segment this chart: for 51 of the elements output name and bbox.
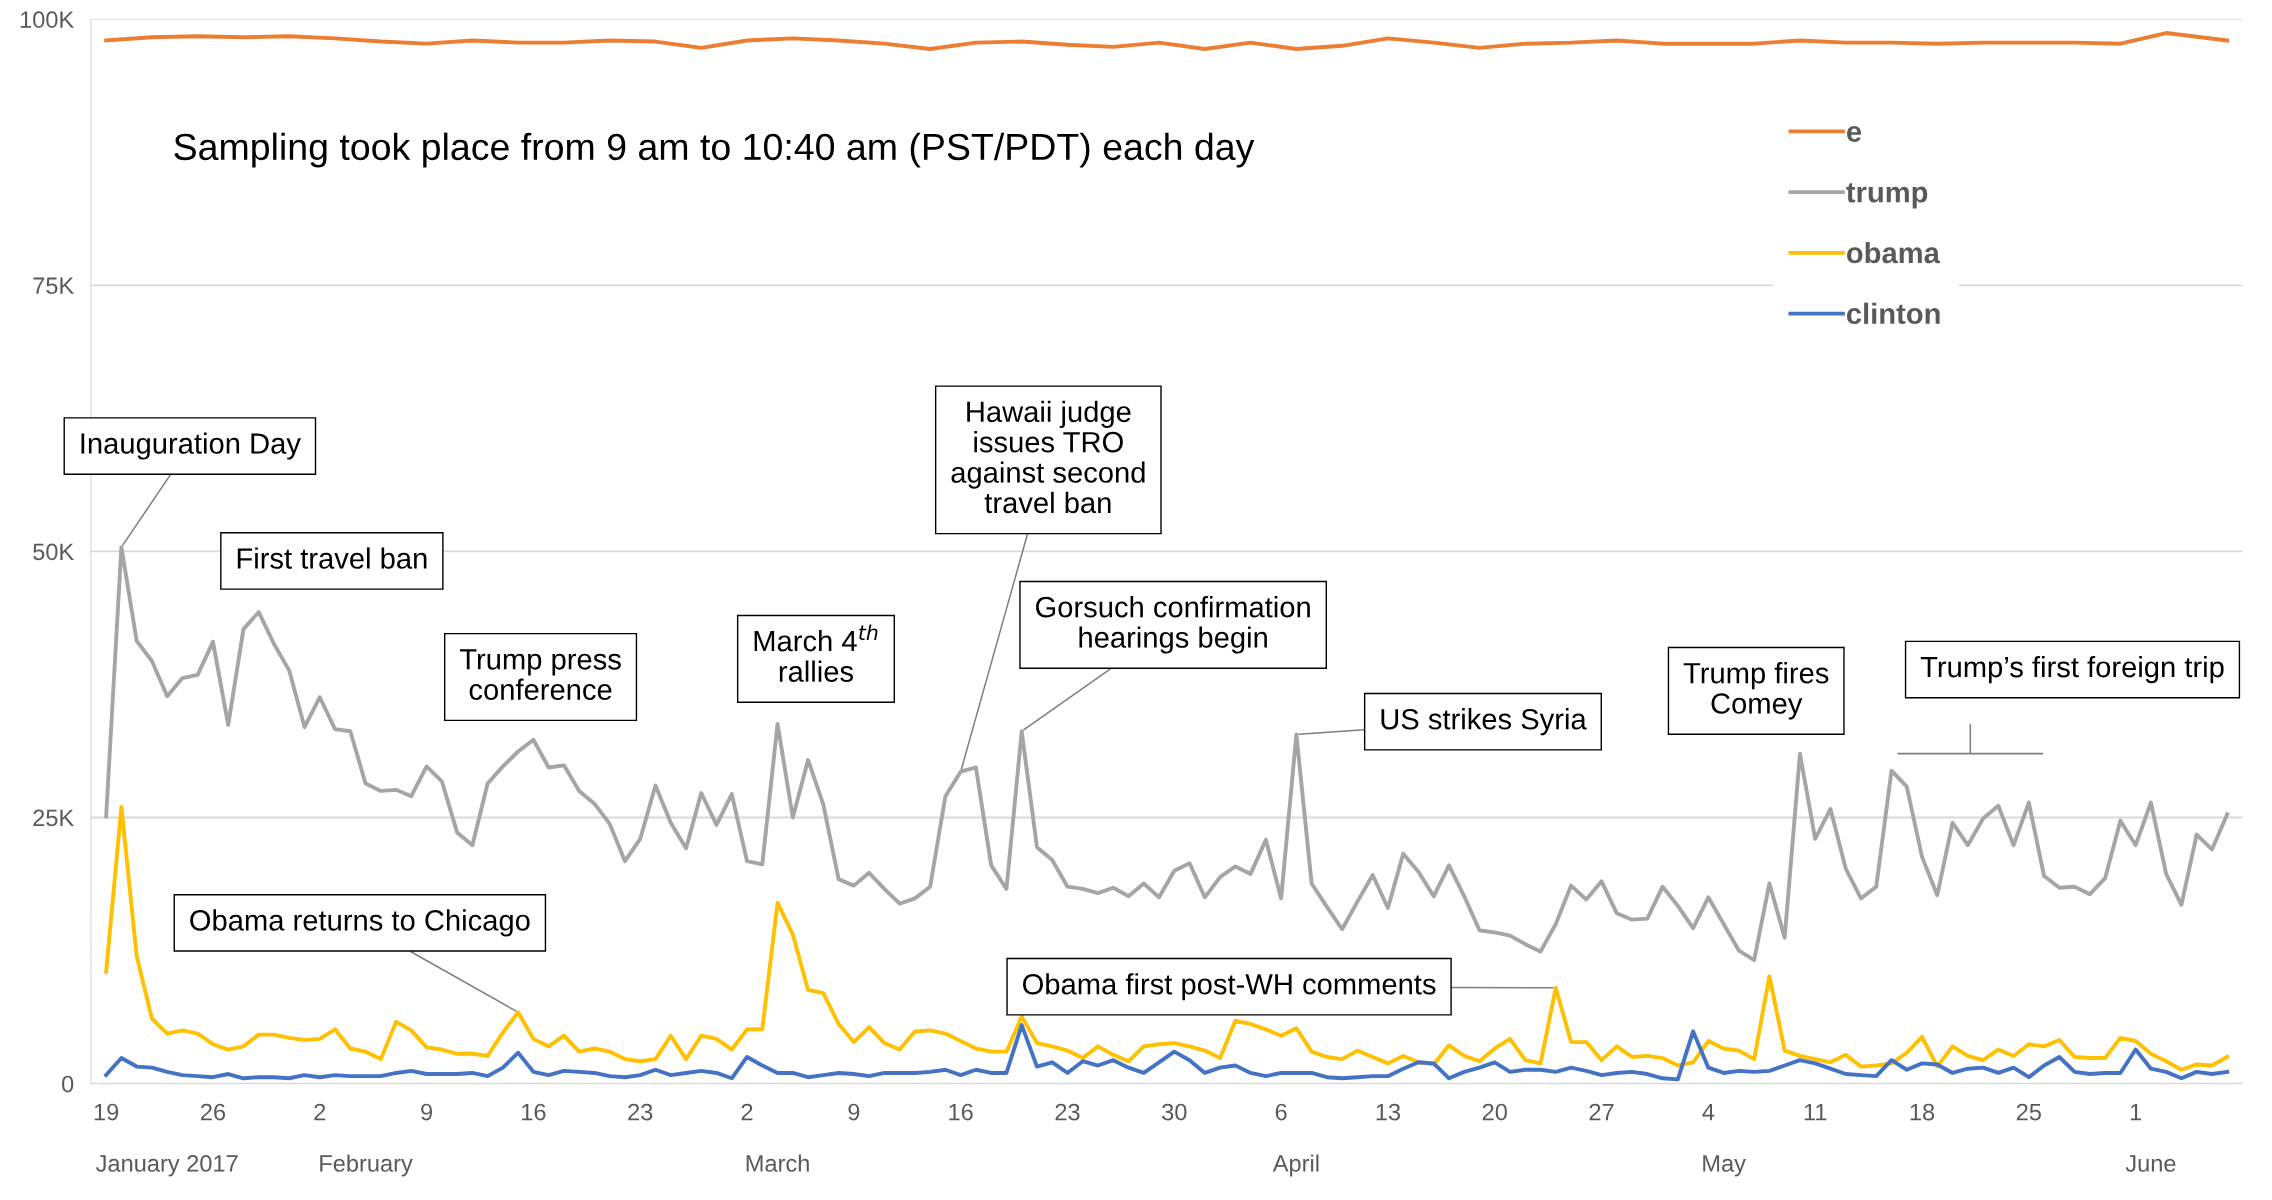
x2-tick-label: January 2017 — [96, 1155, 238, 1177]
x-tick-label: 19 — [94, 1103, 119, 1121]
x-tick-label: 23 — [628, 1103, 653, 1121]
x-tick-label: 6 — [1275, 1103, 1287, 1121]
x-tick-label: 4 — [1702, 1103, 1715, 1121]
x-tick-label: 16 — [949, 1103, 973, 1121]
y-tick-label: 75K — [33, 277, 74, 295]
x-tick-label: 18 — [1910, 1103, 1935, 1121]
y-tick-label: 0 — [62, 1075, 74, 1093]
annotation: Obama returns to Chicago — [190, 909, 530, 937]
x-tick-label: 2 — [314, 1103, 326, 1121]
annotation: Gorsuch confirmation hearings begin — [1036, 596, 1310, 654]
text: Sampling took place from 9 am to 10:40 am (PST/PDT) each day — [174, 132, 1255, 168]
annotation: Hawaii judge issues TRO against second travel ban — [951, 400, 1145, 514]
annotation: Trump press conference — [459, 649, 621, 701]
x2-tick-label: April — [1272, 1154, 1319, 1177]
x-tick-label: 25 — [2016, 1103, 2041, 1121]
x-tick-label: 9 — [848, 1103, 860, 1121]
x-tick-label: 16 — [522, 1103, 546, 1121]
legend-label: e — [1847, 125, 1862, 142]
annotation: Trump fires Comey — [1683, 662, 1829, 720]
x-tick-label: 2 — [741, 1103, 753, 1121]
legend-label: clinton — [1847, 302, 1940, 325]
x-tick-label: 11 — [1804, 1103, 1827, 1121]
annotation: Obama first post-WH comments — [1023, 973, 1436, 1001]
x2-tick-label: March — [746, 1154, 809, 1172]
y-tick-label: 50K — [33, 543, 74, 561]
x2-tick-label: June — [2125, 1155, 2176, 1172]
x-tick-label: 23 — [1055, 1103, 1080, 1121]
annotation: Trump’s first foreign trip — [1920, 655, 2224, 684]
x-tick-label: 30 — [1162, 1103, 1187, 1121]
line-series — [104, 804, 2230, 1072]
x-tick-label: 1 — [2130, 1103, 2142, 1121]
annotation: March 4$^{th}$ rallies — [754, 624, 878, 682]
annotation: First travel ban — [237, 547, 427, 569]
line-series — [104, 1023, 2230, 1082]
line-series — [104, 31, 2230, 51]
x2-tick-label: February — [320, 1154, 413, 1177]
annotation: US strikes Syria — [1381, 708, 1587, 736]
legend-label: trump — [1846, 183, 1928, 209]
x-tick-label: 26 — [201, 1103, 226, 1121]
x-tick-label: 13 — [1376, 1103, 1401, 1121]
y-tick-label: 100K — [20, 11, 74, 28]
x2-tick-label: May — [1703, 1155, 1746, 1177]
x-tick-label: 9 — [421, 1103, 433, 1121]
line-series — [104, 545, 2230, 963]
y-tick-label: 25K — [33, 809, 74, 827]
legend-label: obama — [1847, 241, 1941, 264]
x-tick-label: 20 — [1482, 1103, 1507, 1121]
x-tick-label: 27 — [1589, 1103, 1614, 1121]
annotation: Inauguration Day — [81, 432, 301, 460]
